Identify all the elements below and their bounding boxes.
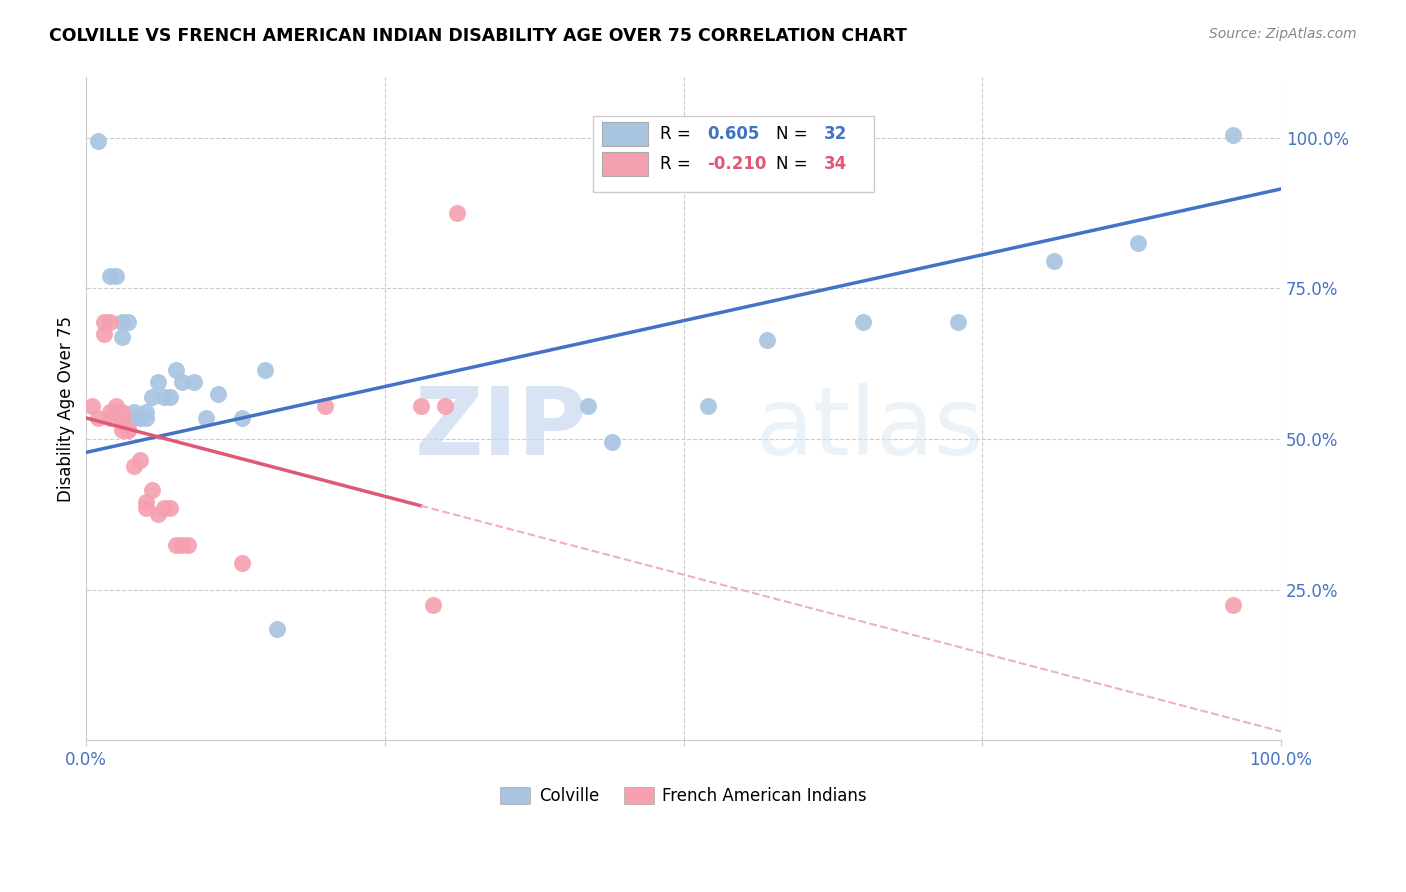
Point xyxy=(231,411,253,425)
Point xyxy=(93,326,115,341)
Point xyxy=(87,134,110,148)
Point xyxy=(98,269,121,284)
Text: N =: N = xyxy=(776,125,807,143)
Point xyxy=(576,399,599,413)
Point xyxy=(98,405,121,419)
Text: R =: R = xyxy=(659,125,690,143)
Point xyxy=(117,423,139,437)
Point xyxy=(122,405,145,419)
FancyBboxPatch shape xyxy=(602,122,648,145)
Point xyxy=(135,405,157,419)
Point xyxy=(82,399,104,413)
FancyBboxPatch shape xyxy=(602,153,648,177)
Point xyxy=(122,411,145,425)
Point xyxy=(1126,236,1149,251)
Point xyxy=(600,435,623,450)
Text: R =: R = xyxy=(659,155,690,173)
Point xyxy=(433,399,456,413)
Point xyxy=(314,399,336,413)
Point xyxy=(93,314,115,328)
Point xyxy=(165,538,187,552)
Point xyxy=(111,411,134,425)
Point xyxy=(266,622,288,636)
Y-axis label: Disability Age Over 75: Disability Age Over 75 xyxy=(58,316,75,502)
Text: N =: N = xyxy=(776,155,807,173)
Point xyxy=(159,501,181,516)
Point xyxy=(165,363,187,377)
Point xyxy=(159,390,181,404)
Text: COLVILLE VS FRENCH AMERICAN INDIAN DISABILITY AGE OVER 75 CORRELATION CHART: COLVILLE VS FRENCH AMERICAN INDIAN DISAB… xyxy=(49,27,907,45)
Point xyxy=(446,206,468,220)
Point xyxy=(696,399,718,413)
Point xyxy=(207,387,229,401)
Point xyxy=(254,363,277,377)
Point xyxy=(87,411,110,425)
Point xyxy=(105,399,128,413)
Point xyxy=(135,501,157,516)
Point xyxy=(422,598,444,612)
Point xyxy=(111,423,134,437)
Point xyxy=(948,314,970,328)
Point xyxy=(111,411,134,425)
Text: -0.210: -0.210 xyxy=(707,155,766,173)
Point xyxy=(409,399,432,413)
Text: 34: 34 xyxy=(824,155,846,173)
Text: Source: ZipAtlas.com: Source: ZipAtlas.com xyxy=(1209,27,1357,41)
Text: ZIP: ZIP xyxy=(415,383,588,475)
Point xyxy=(146,508,169,522)
Point xyxy=(122,459,145,474)
Point xyxy=(1222,128,1244,142)
Point xyxy=(111,314,134,328)
Point xyxy=(1222,598,1244,612)
Point xyxy=(111,405,134,419)
Point xyxy=(117,423,139,437)
Text: 32: 32 xyxy=(824,125,846,143)
Point xyxy=(117,314,139,328)
Legend: Colville, French American Indians: Colville, French American Indians xyxy=(494,780,873,812)
Point xyxy=(170,538,193,552)
Point xyxy=(141,390,163,404)
Point xyxy=(111,329,134,343)
Point xyxy=(170,375,193,389)
Point xyxy=(756,333,779,347)
Point xyxy=(146,375,169,389)
Point xyxy=(129,411,152,425)
Point xyxy=(135,411,157,425)
Point xyxy=(98,411,121,425)
Point xyxy=(1043,254,1066,268)
Point xyxy=(105,405,128,419)
FancyBboxPatch shape xyxy=(593,116,873,192)
Point xyxy=(111,417,134,431)
Point xyxy=(129,453,152,467)
Text: atlas: atlas xyxy=(755,383,984,475)
Point xyxy=(105,269,128,284)
Point xyxy=(177,538,200,552)
Point xyxy=(98,314,121,328)
Point xyxy=(852,314,875,328)
Point xyxy=(231,556,253,570)
Point xyxy=(194,411,217,425)
Point xyxy=(153,501,176,516)
Point xyxy=(183,375,205,389)
Point xyxy=(135,495,157,509)
Text: 0.605: 0.605 xyxy=(707,125,759,143)
Point xyxy=(153,390,176,404)
Point xyxy=(141,483,163,498)
